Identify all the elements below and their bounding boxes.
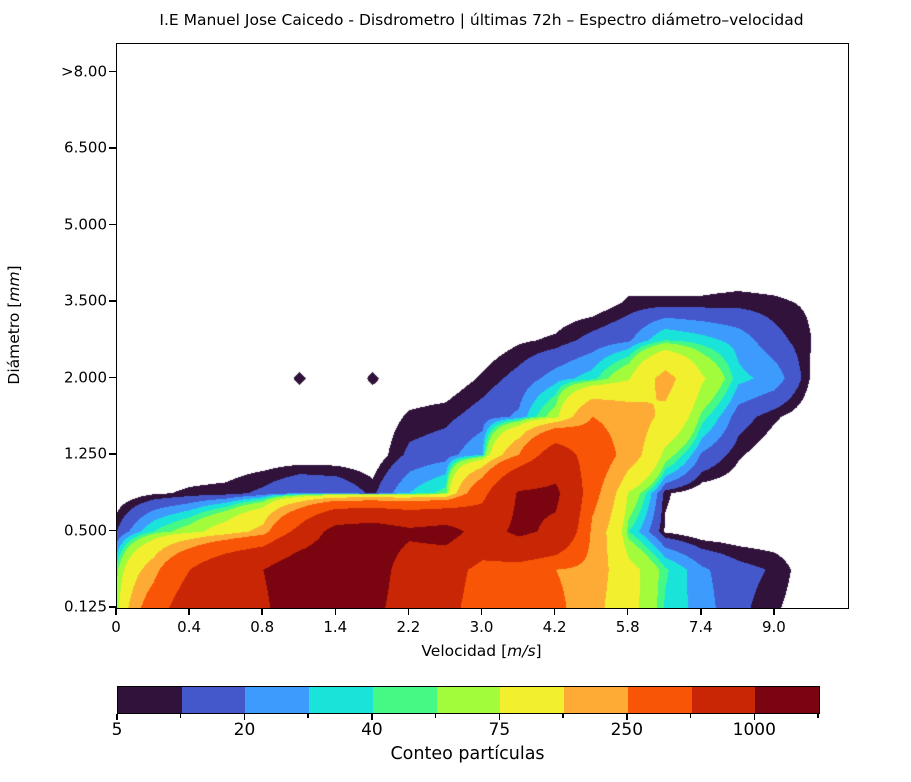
x-tick-label: 4.2: [542, 618, 567, 636]
colorbar-segment: [564, 687, 628, 713]
colorbar-tick-mark: [498, 714, 501, 720]
y-tick-label: 0.500: [64, 521, 107, 540]
colorbar-segment: [755, 687, 820, 713]
colorbar-segment: [245, 687, 310, 713]
colorbar-segment: [691, 687, 756, 713]
colorbar-tick-mark: [243, 714, 246, 720]
x-tick-mark: [188, 608, 190, 615]
y-tick-label: 0.125: [64, 597, 107, 616]
x-tick-mark: [261, 608, 263, 615]
y-tick-mark: [109, 70, 116, 73]
y-tick-mark: [109, 606, 116, 608]
y-tick-mark: [109, 147, 116, 149]
x-tick-label: 1.4: [323, 618, 348, 636]
colorbar-tick-mark: [116, 714, 118, 720]
colorbar-tick-mark: [562, 714, 564, 718]
chart-title: I.E Manuel Jose Caicedo - Disdrometro | …: [159, 11, 804, 29]
colorbar-segment: [372, 687, 437, 713]
colorbar-segment: [627, 687, 692, 713]
y-axis-label: Diámetro [mm]: [5, 265, 23, 385]
x-tick-label: 2.2: [396, 618, 421, 636]
y-tick-label: 3.500: [64, 291, 107, 310]
x-tick-mark: [626, 608, 629, 615]
y-tick-label: 1.250: [64, 444, 107, 463]
x-tick-mark: [553, 608, 556, 615]
x-tick-mark: [480, 608, 483, 615]
colorbar-tick-label: 1000: [732, 720, 776, 740]
y-tick-mark: [109, 453, 116, 455]
x-tick-label: 7.4: [688, 618, 713, 636]
colorbar-segment: [181, 687, 246, 713]
colorbar-segment: [436, 687, 501, 713]
colorbar-segment: [309, 687, 373, 713]
x-tick-mark: [334, 608, 337, 615]
x-tick-label: 3.0: [469, 618, 494, 636]
colorbar-tick-label: 5: [111, 720, 123, 740]
contour-plot-canvas: [117, 44, 848, 608]
colorbar-segment: [118, 687, 182, 713]
colorbar-tick-label: 250: [610, 720, 644, 740]
y-tick-mark: [109, 300, 116, 302]
colorbar-tick-mark: [626, 714, 628, 720]
x-tick-label: 5.8: [615, 618, 640, 636]
colorbar-tick-mark: [817, 714, 819, 718]
colorbar-tick-mark: [180, 714, 182, 718]
y-tick-mark: [109, 376, 116, 379]
y-tick-label: 5.000: [64, 215, 107, 234]
y-tick-label: >8.00: [61, 62, 107, 81]
x-tick-label: 0.8: [250, 618, 275, 636]
x-tick-mark: [407, 608, 410, 615]
x-tick-mark: [700, 608, 702, 615]
x-tick-label: 0: [111, 618, 121, 636]
colorbar-tick-label: 40: [361, 720, 383, 740]
colorbar-segment: [500, 687, 565, 713]
x-tick-mark: [773, 608, 775, 615]
y-tick-label: 6.500: [64, 138, 107, 157]
colorbar: [117, 686, 820, 714]
colorbar-tick-mark: [689, 714, 692, 718]
y-tick-label: 2.000: [64, 368, 107, 387]
colorbar-label: Conteo partículas: [390, 744, 545, 764]
colorbar-tick-mark: [307, 714, 309, 718]
x-tick-mark: [115, 608, 117, 615]
y-tick-mark: [109, 529, 116, 532]
plot-area: [116, 43, 849, 609]
y-tick-mark: [109, 223, 116, 226]
colorbar-tick-label: 75: [488, 720, 511, 740]
x-tick-label: 0.4: [177, 618, 202, 636]
x-tick-label: 9.0: [761, 618, 786, 636]
colorbar-tick-mark: [371, 714, 373, 720]
colorbar-tick-mark: [753, 714, 755, 720]
x-axis-label: Velocidad [m/s]: [421, 642, 542, 660]
colorbar-tick-label: 20: [233, 720, 256, 740]
colorbar-tick-mark: [434, 714, 437, 718]
